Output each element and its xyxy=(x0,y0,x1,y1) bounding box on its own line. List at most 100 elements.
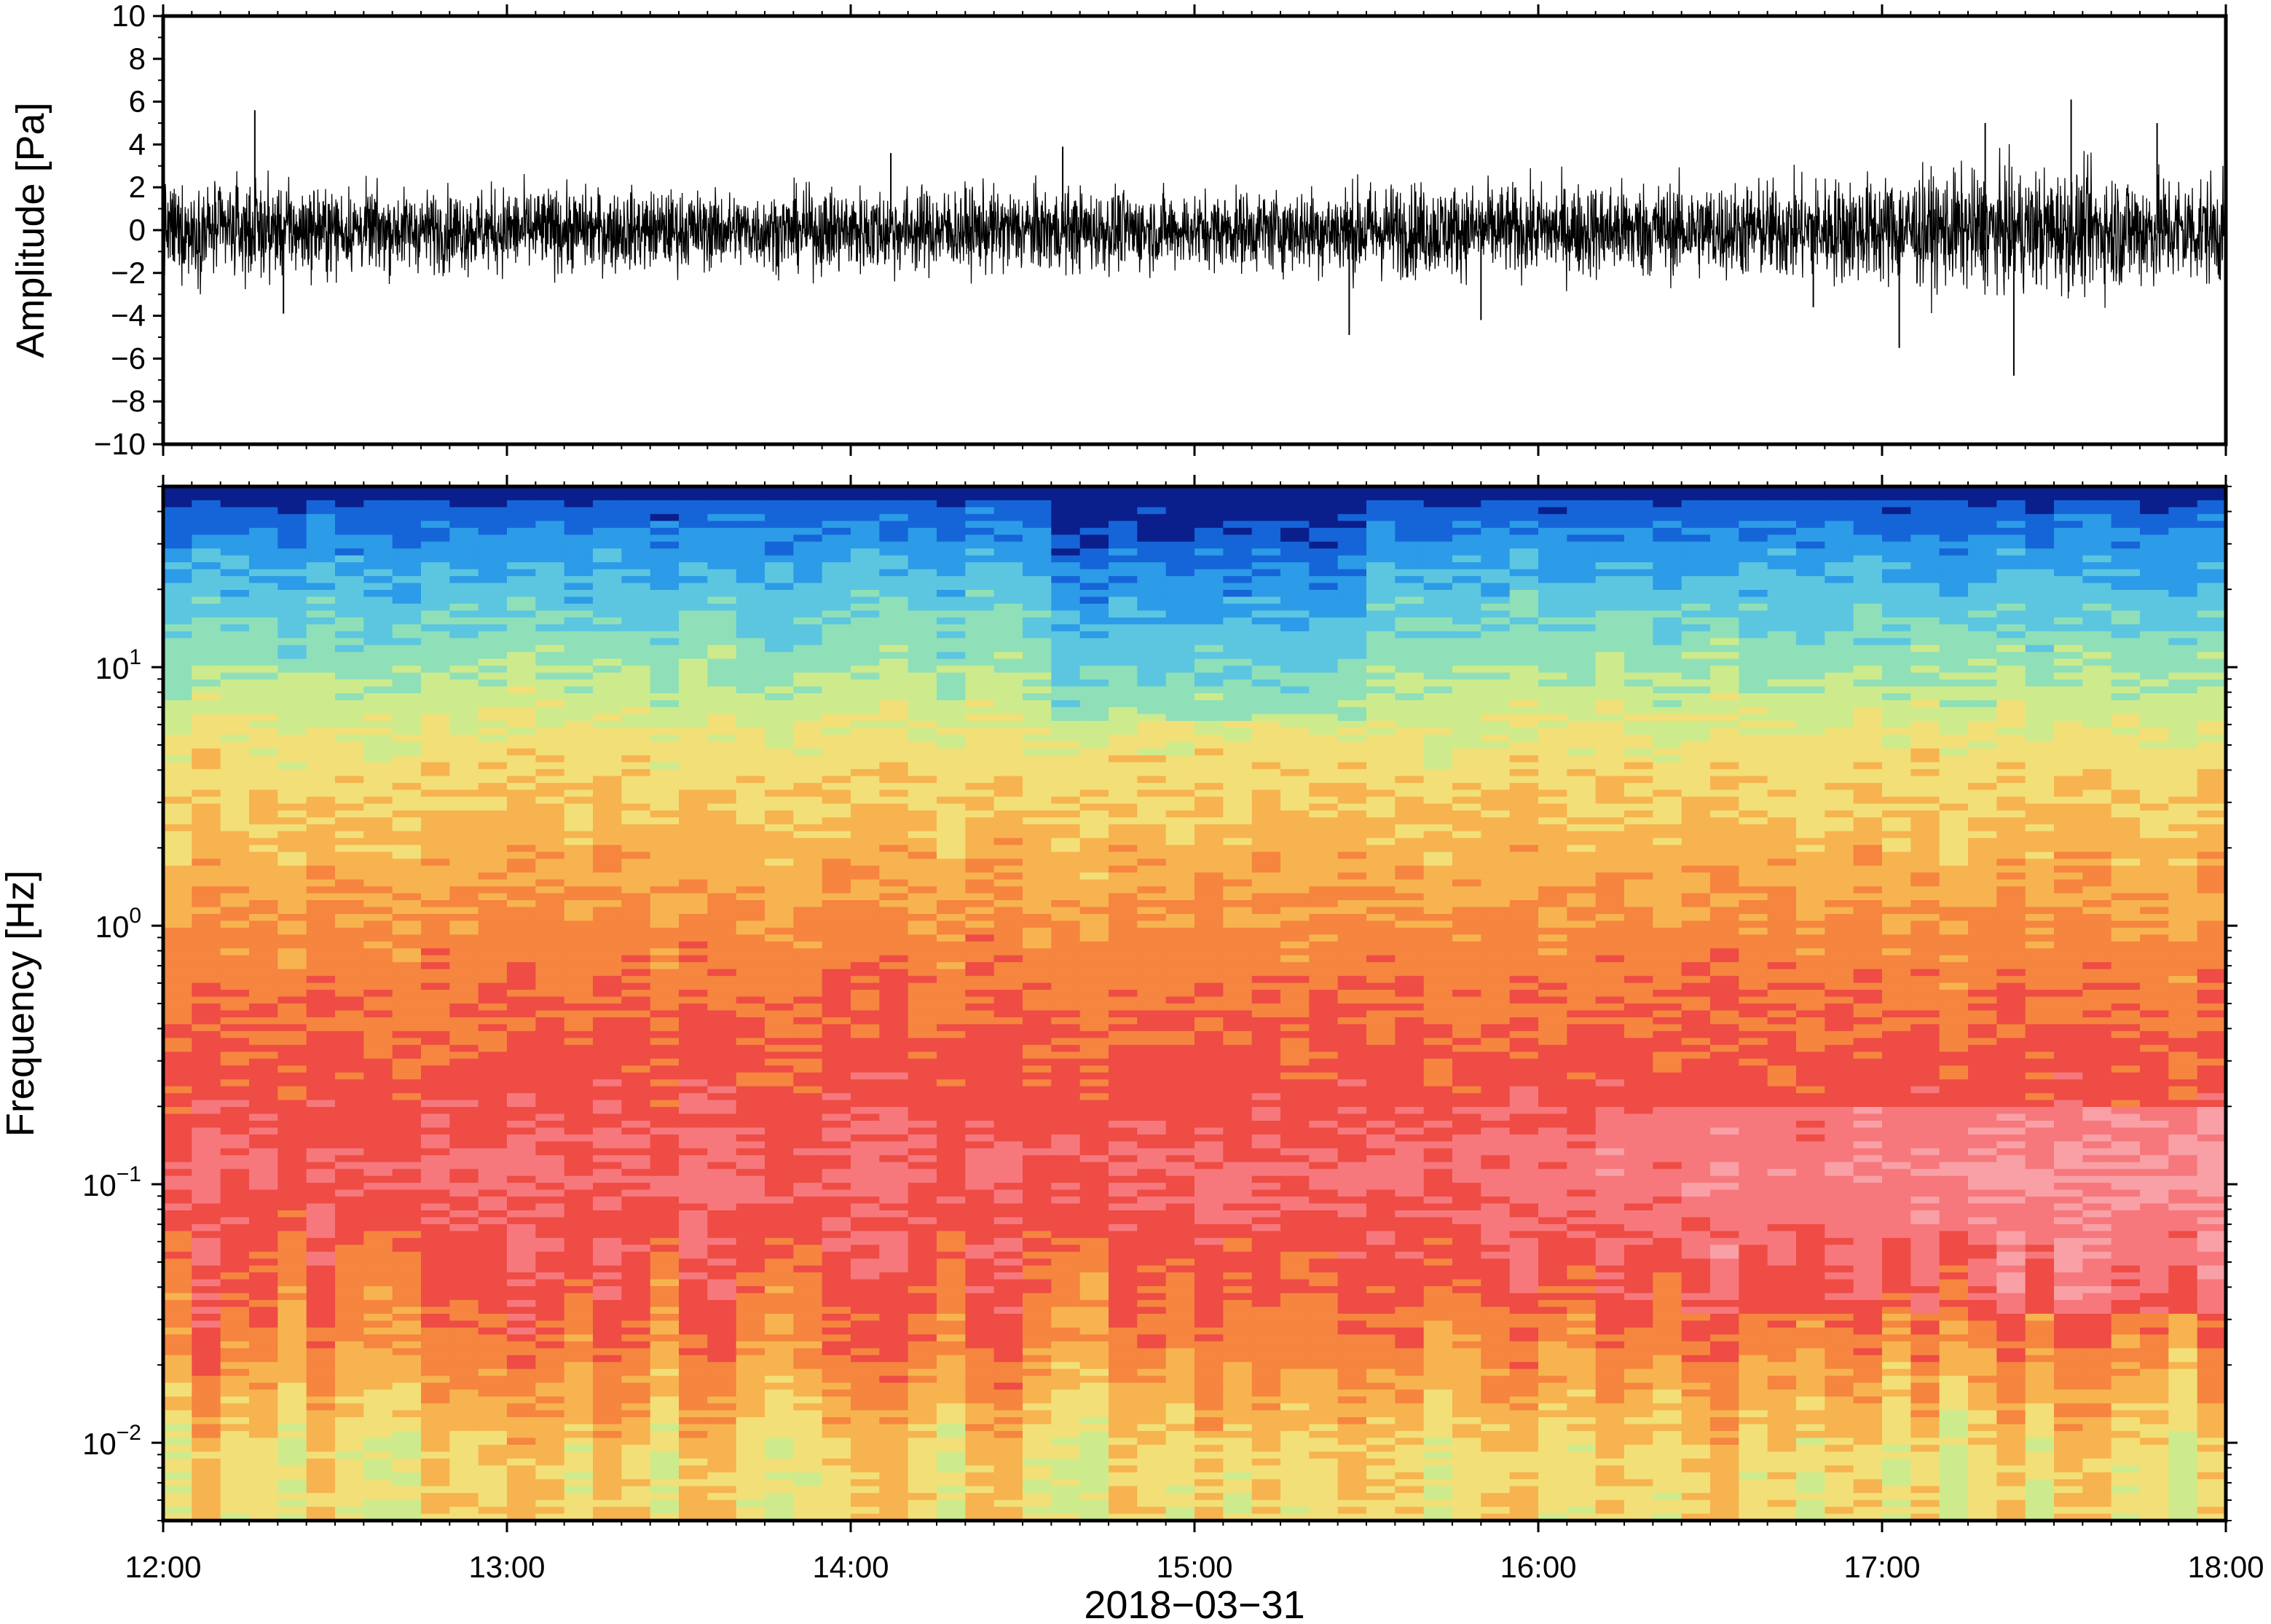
spectrogram-cell xyxy=(449,693,479,701)
spectrogram-cell xyxy=(1309,527,1339,535)
spectrogram-cell xyxy=(535,666,565,674)
spectrogram-cell xyxy=(2082,576,2112,584)
spectrogram-cell xyxy=(1309,541,1339,549)
spectrogram-cell xyxy=(1251,907,1281,915)
spectrogram-cell xyxy=(1023,693,1052,701)
spectrogram-cell xyxy=(2140,617,2169,625)
spectrogram-cell xyxy=(1968,927,1997,935)
spectrogram-cell xyxy=(163,900,192,908)
spectrogram-cell xyxy=(908,555,937,563)
spectrogram-cell xyxy=(593,631,622,639)
spectrogram-cell xyxy=(908,900,937,908)
spectrogram-cell xyxy=(1996,748,2026,756)
spectrogram-cell xyxy=(1739,638,1768,646)
spectrogram-cell xyxy=(679,783,708,791)
spectrogram-cell xyxy=(249,706,278,714)
spectrogram-cell xyxy=(392,859,422,867)
spectrogram-cell xyxy=(1251,638,1281,646)
spectrogram-cell xyxy=(192,907,221,915)
spectrogram-cell xyxy=(278,486,307,494)
spectrogram-cell xyxy=(937,886,966,894)
spectrogram-cell xyxy=(2082,603,2112,611)
spectrogram-cell xyxy=(1739,706,1768,714)
spectrogram-cell xyxy=(908,486,937,494)
spectrogram-cell xyxy=(937,562,966,570)
spectrogram-cell xyxy=(1796,797,1825,805)
spectrogram-cell xyxy=(1538,851,1567,859)
spectrogram-cell xyxy=(1023,741,1052,749)
spectrogram-cell xyxy=(1395,789,1425,797)
spectrogram-cell xyxy=(1538,658,1567,666)
spectrogram-cell xyxy=(1251,679,1281,687)
spectrogram-cell xyxy=(1280,645,1310,653)
spectrogram-cell xyxy=(2168,810,2198,818)
spectrogram-cell xyxy=(1739,493,1768,501)
spectrogram-cell xyxy=(278,831,307,839)
spectrogram-cell xyxy=(1796,624,1825,632)
spectrogram-cell xyxy=(1882,513,1911,521)
spectrogram-cell xyxy=(908,658,937,666)
spectrogram-cell xyxy=(2140,562,2169,570)
spectrogram-cell xyxy=(249,548,278,556)
spectrogram-cell xyxy=(1939,576,1969,584)
spectrogram-cell xyxy=(2168,714,2198,722)
spectrogram-cell xyxy=(1280,658,1310,666)
spectrogram-cell xyxy=(1309,865,1339,873)
spectrogram-cell xyxy=(2111,521,2141,529)
spectrogram-cell xyxy=(278,900,307,908)
spectrogram-cell xyxy=(2082,927,2112,935)
spectrogram-cell xyxy=(278,893,307,901)
spectrogram-cell xyxy=(1624,535,1653,543)
spectrogram-cell xyxy=(822,913,851,921)
spectrogram-cell xyxy=(1194,596,1224,604)
spectrogram-cell xyxy=(1825,776,1854,784)
spectrogram-cell xyxy=(851,535,880,543)
spectrogram-cell xyxy=(306,789,336,797)
spectrogram-cell xyxy=(335,610,364,618)
spectrogram-cell xyxy=(564,893,594,901)
spectrogram-cell xyxy=(1996,672,2026,680)
spectrogram-cell xyxy=(1079,541,1109,549)
spectrogram-cell xyxy=(2197,686,2226,694)
spectrogram-cell xyxy=(1165,617,1195,625)
spectrogram-cell xyxy=(1853,817,1883,825)
spectrogram-cell xyxy=(1996,541,2026,549)
spectrogram-cell xyxy=(1882,624,1911,632)
spectrogram-cell xyxy=(736,755,765,763)
spectrogram-cell xyxy=(908,769,937,777)
spectrogram-cell xyxy=(2197,886,2226,894)
spectrogram-cell xyxy=(1996,631,2026,639)
spectrogram-cell xyxy=(736,748,765,756)
spectrogram-cell xyxy=(1939,755,1969,763)
spectrogram-cell xyxy=(1337,652,1367,660)
spectrogram-cell xyxy=(1796,817,1825,825)
spectrogram-cell xyxy=(1509,535,1539,543)
spectrogram-cell xyxy=(249,645,278,653)
spectrogram-cell xyxy=(249,741,278,749)
spectrogram-cell xyxy=(507,797,536,805)
spectrogram-cell xyxy=(1710,500,1739,508)
spectrogram-cell xyxy=(1395,824,1425,832)
spectrogram-cell xyxy=(1251,741,1281,749)
spectrogram-cell xyxy=(363,562,393,570)
spectrogram-cell xyxy=(1023,734,1052,742)
spectrogram-cell xyxy=(993,913,1023,921)
spectrogram-cell xyxy=(1595,783,1625,791)
spectrogram-cell xyxy=(965,893,995,901)
spectrogram-cell xyxy=(1251,824,1281,832)
spectrogram-cell xyxy=(1681,865,1711,873)
spectrogram-cell xyxy=(2140,631,2169,639)
spectrogram-cell xyxy=(1968,817,1997,825)
spectrogram-cell xyxy=(879,907,909,915)
spectrogram-cell xyxy=(2054,507,2083,515)
spectrogram-cell xyxy=(478,610,508,618)
spectrogram-cell xyxy=(851,886,880,894)
spectrogram-cell xyxy=(478,934,508,942)
spectrogram-cell xyxy=(593,617,622,625)
spectrogram-cell xyxy=(1194,927,1224,935)
spectrogram-cell xyxy=(306,535,336,543)
spectrogram-cell xyxy=(449,900,479,908)
spectrogram-cell xyxy=(535,706,565,714)
spectrogram-cell xyxy=(1509,783,1539,791)
